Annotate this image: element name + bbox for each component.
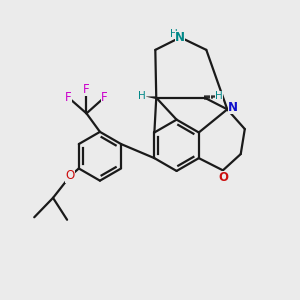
Polygon shape xyxy=(145,96,156,99)
Text: F: F xyxy=(83,83,90,96)
Text: O: O xyxy=(66,169,75,182)
Text: N: N xyxy=(175,31,185,44)
Text: O: O xyxy=(218,171,228,184)
Text: H: H xyxy=(169,28,177,39)
Text: N: N xyxy=(228,101,238,114)
Text: H: H xyxy=(215,91,223,101)
Text: F: F xyxy=(65,91,72,104)
Text: H: H xyxy=(138,91,146,101)
Text: F: F xyxy=(101,91,107,104)
